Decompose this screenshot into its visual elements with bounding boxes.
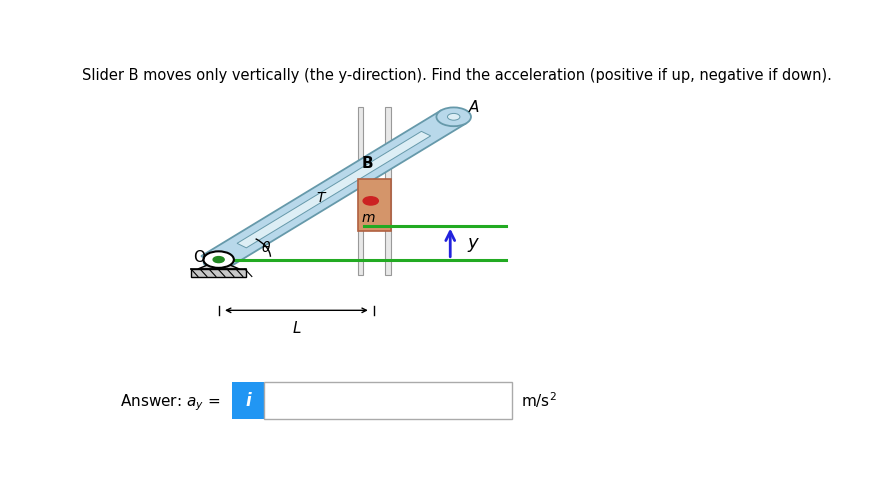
Circle shape <box>203 251 234 268</box>
Text: y: y <box>467 234 478 252</box>
Polygon shape <box>358 179 391 231</box>
FancyBboxPatch shape <box>233 382 264 419</box>
Circle shape <box>363 197 378 205</box>
Circle shape <box>213 257 224 263</box>
Polygon shape <box>198 260 239 269</box>
Text: $\theta$: $\theta$ <box>261 240 271 255</box>
Text: m: m <box>362 211 376 225</box>
Polygon shape <box>202 111 467 269</box>
Text: m/s$^2$: m/s$^2$ <box>521 391 557 410</box>
Polygon shape <box>191 269 246 277</box>
Text: A: A <box>469 100 480 115</box>
Circle shape <box>436 107 471 126</box>
Text: Answer: $a_y$ =: Answer: $a_y$ = <box>120 392 220 413</box>
Circle shape <box>448 113 460 120</box>
Text: L: L <box>293 321 301 336</box>
Polygon shape <box>237 131 431 248</box>
Text: B: B <box>361 156 373 171</box>
Text: T: T <box>317 191 326 205</box>
FancyBboxPatch shape <box>264 382 512 419</box>
Text: O: O <box>193 250 205 265</box>
Polygon shape <box>358 107 363 275</box>
Circle shape <box>203 257 225 268</box>
Text: i: i <box>245 391 251 409</box>
Text: Slider B moves only vertically (the y-direction). Find the acceleration (positiv: Slider B moves only vertically (the y-di… <box>82 68 832 83</box>
Polygon shape <box>385 107 391 275</box>
